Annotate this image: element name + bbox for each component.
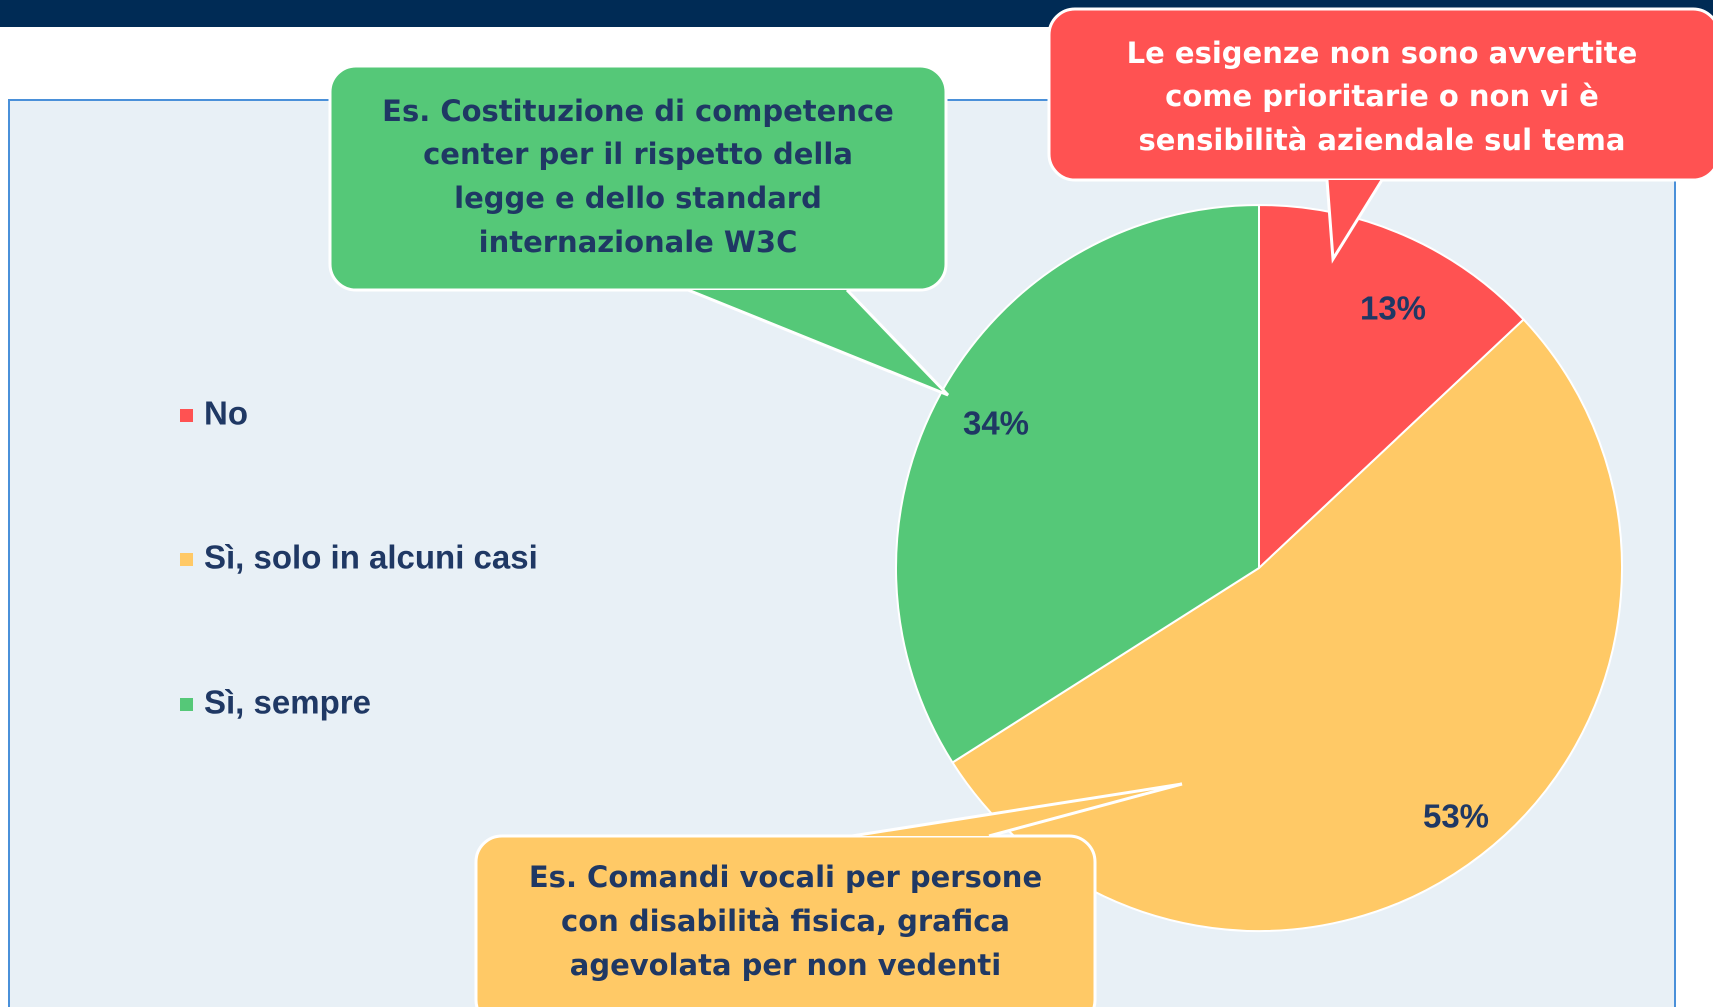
value-label: 53% (1423, 798, 1489, 835)
legend-swatch (180, 698, 193, 711)
legend-label: No (204, 395, 248, 432)
callout-text: internazionale W3C (479, 225, 798, 259)
callout-text: sensibilità aziendale sul tema (1139, 123, 1626, 157)
callout-text: center per il rispetto della (423, 137, 853, 171)
legend-swatch (180, 553, 193, 566)
legend-label: Sì, sempre (204, 684, 371, 721)
callout-text: legge e dello standard (454, 181, 822, 215)
callout-pointer-edge (687, 288, 950, 397)
callout-text: Es. Comandi vocali per persone (529, 860, 1042, 894)
callout-text: come prioritarie o non vi è (1165, 79, 1599, 113)
value-label: 13% (1360, 290, 1426, 327)
pie-slice (1258, 203, 1526, 571)
callout-box (474, 834, 1097, 1007)
callout-text: Le esigenze non sono avvertite (1127, 36, 1638, 70)
callout-text: Es. Costituzione di competence (382, 94, 894, 128)
callout-text: con disabilità fisica, grafica (561, 904, 1010, 938)
value-label: 34% (963, 405, 1029, 442)
callout-box (1047, 7, 1713, 182)
legend-label: Sì, solo in alcuni casi (204, 539, 538, 576)
callout-text: agevolata per non vedenti (570, 948, 1001, 982)
callout-pointer-edge (851, 782, 1183, 838)
callout-box (328, 64, 948, 292)
legend-swatch (180, 409, 193, 422)
callout-pointer-edge (1325, 179, 1384, 264)
